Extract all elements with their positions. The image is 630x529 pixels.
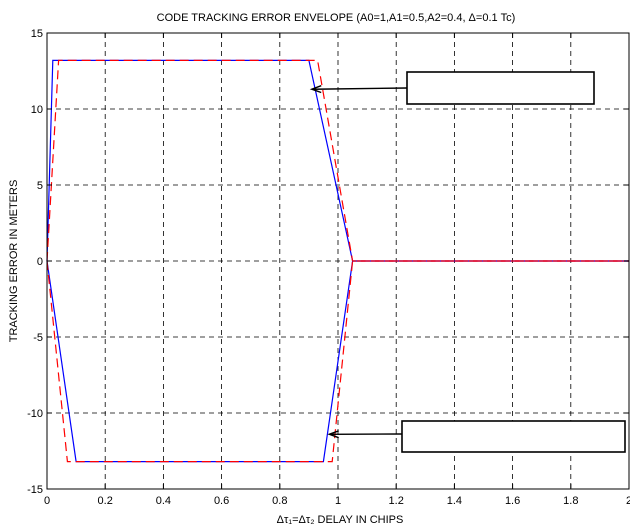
y-tick-label: 10 bbox=[31, 104, 43, 116]
x-tick-label: 0.8 bbox=[272, 495, 287, 507]
annotation-arrowhead bbox=[309, 85, 322, 94]
x-tick-label: 0.4 bbox=[156, 495, 171, 507]
annotation-box bbox=[406, 71, 595, 105]
x-axis-label: Δτ₁=Δτ₂ DELAY IN CHIPS bbox=[277, 514, 404, 526]
y-tick-label: 15 bbox=[31, 28, 43, 40]
annotations bbox=[309, 71, 626, 453]
x-tick-label: 1.8 bbox=[563, 495, 578, 507]
y-tick-label: -10 bbox=[27, 408, 43, 420]
x-tick-label: 1.2 bbox=[389, 495, 404, 507]
x-tick-label: 0.6 bbox=[214, 495, 229, 507]
series-2-lower-line bbox=[46, 260, 629, 463]
x-tick-label: 0.2 bbox=[98, 495, 113, 507]
x-tick-label: 1.6 bbox=[505, 495, 520, 507]
y-tick-label: 5 bbox=[37, 180, 43, 192]
y-axis-label: TRACKING ERROR IN METERS bbox=[8, 180, 20, 343]
annotation-arrowhead bbox=[327, 430, 339, 439]
x-tick-label: 1 bbox=[335, 495, 341, 507]
y-tick-label: 0 bbox=[37, 256, 43, 268]
annotation-arrow bbox=[311, 87, 408, 90]
y-tick-label: -15 bbox=[27, 484, 43, 496]
x-tick-label: 0 bbox=[44, 495, 50, 507]
series-2-upper-line bbox=[46, 59, 629, 262]
y-tick-label: -5 bbox=[33, 332, 43, 344]
x-tick-label: 2 bbox=[626, 495, 630, 507]
x-tick-label: 1.4 bbox=[447, 495, 462, 507]
grid-lines bbox=[47, 33, 629, 489]
axis-ticks: 0 0.2 0.4 0.6 0.8 1 1.2 1.4 1.6 1.8 2 -15 -10 -5 0 5 10 1… bbox=[27, 28, 630, 507]
chart-title: CODE TRACKING ERROR ENVELOPE (A0=1,A1=0.… bbox=[157, 12, 516, 24]
data-series bbox=[46, 59, 629, 463]
annotation-box bbox=[401, 420, 626, 453]
